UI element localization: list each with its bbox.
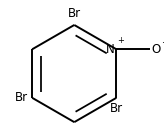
Text: O: O — [152, 43, 161, 56]
Text: +: + — [117, 36, 124, 46]
Text: Br: Br — [110, 102, 123, 115]
Text: Br: Br — [68, 7, 81, 20]
Text: −: − — [161, 37, 164, 46]
Text: N: N — [106, 43, 115, 56]
Text: Br: Br — [15, 91, 28, 104]
